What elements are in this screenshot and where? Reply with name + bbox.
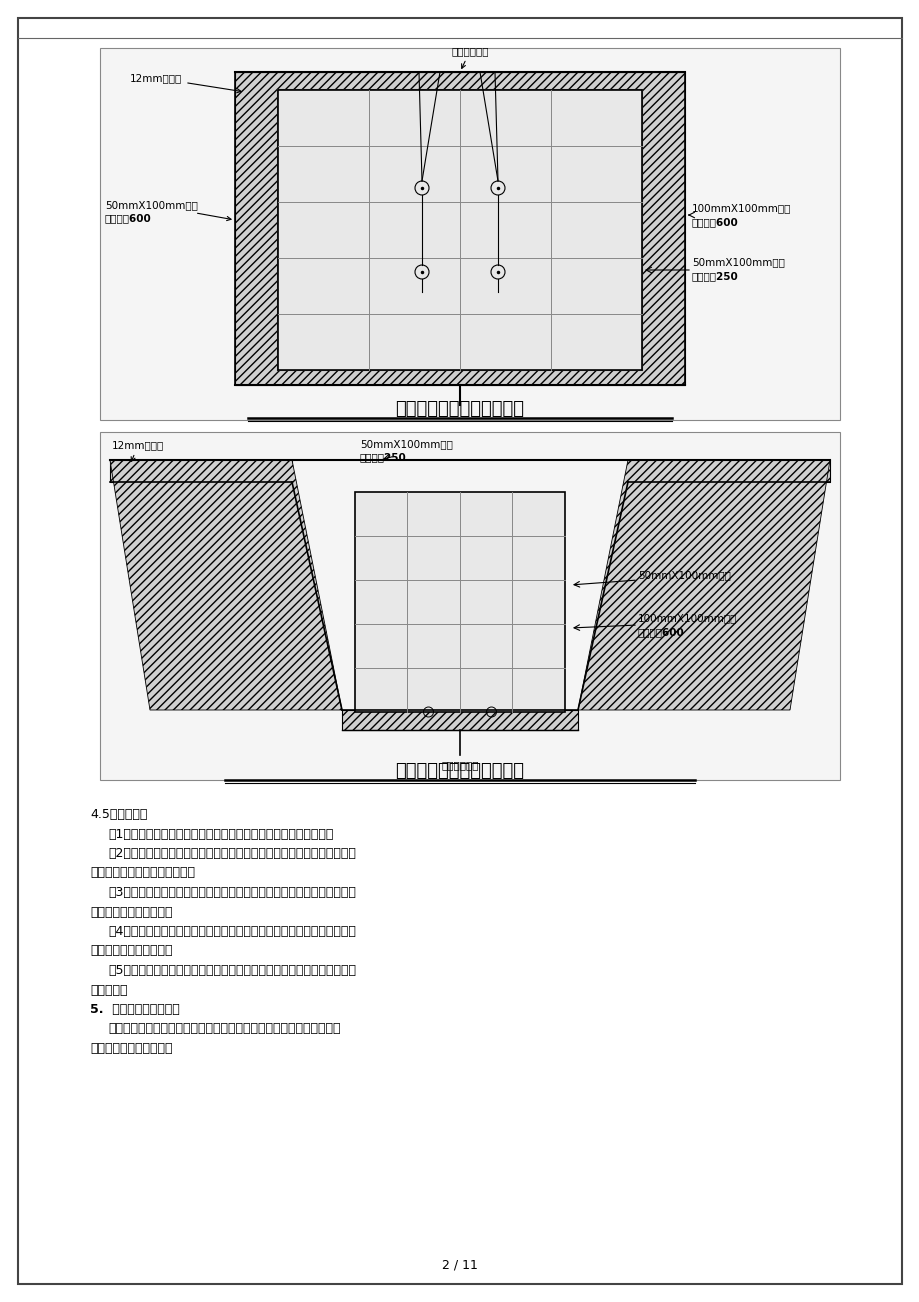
- Text: 2 / 11: 2 / 11: [442, 1259, 477, 1272]
- Bar: [355, 492, 564, 712]
- Text: 浇筑砼透气孔: 浇筑砼透气孔: [450, 46, 488, 69]
- Text: 集水坑、电梯井支模剖面图: 集水坑、电梯井支模剖面图: [395, 762, 524, 780]
- Text: 支撑间距600: 支撑间距600: [637, 628, 684, 637]
- Text: 浇筑砼透气孔: 浇筑砼透气孔: [441, 760, 478, 769]
- Text: 青霉间距250: 青霉间距250: [359, 452, 406, 462]
- Text: （2）先拆除螺栓等附件，再拆除斜拉杆或斜撑、用撬杠轻轻撬动模板，使: （2）先拆除螺栓等附件，再拆除斜拉杆或斜撑、用撬杠轻轻撬动模板，使: [108, 848, 356, 861]
- Text: 50mmX100mm木方: 50mmX100mm木方: [637, 570, 730, 579]
- Text: （3）模板拆除时要有拆模申请，能保证混凝土强度其外表及棱角不因拆除: （3）模板拆除时要有拆模申请，能保证混凝土强度其外表及棱角不因拆除: [108, 885, 356, 898]
- Text: 100mmX100mm木方: 100mmX100mm木方: [691, 203, 790, 214]
- Polygon shape: [577, 460, 829, 710]
- Bar: [110, 460, 291, 482]
- Bar: [342, 710, 577, 730]
- Bar: [628, 460, 829, 482]
- Bar: [278, 90, 641, 370]
- Text: 50mmX100mm木方: 50mmX100mm木方: [359, 439, 452, 449]
- Text: 支撑间距600: 支撑间距600: [691, 217, 738, 227]
- Text: 模板受损坏，方可拆除。: 模板受损坏，方可拆除。: [90, 905, 173, 918]
- Text: 50mmX100mm木方: 50mmX100mm木方: [691, 256, 784, 267]
- Bar: [278, 90, 641, 370]
- Text: 支撑间距600: 支撑间距600: [105, 214, 152, 223]
- Text: 50mmX100mm木方: 50mmX100mm木方: [105, 201, 231, 220]
- Text: 集中收集。: 集中收集。: [90, 983, 128, 996]
- Text: 100mmX100mm木方: 100mmX100mm木方: [637, 613, 736, 622]
- Text: 5.  底板面层高低处吊模: 5. 底板面层高低处吊模: [90, 1003, 179, 1016]
- Text: 12mm竹胶板: 12mm竹胶板: [112, 440, 165, 461]
- Text: 集水坑、电梯井支模平面图: 集水坑、电梯井支模平面图: [395, 400, 524, 418]
- Text: （1）模板应优先考虑整体拆除，便于整体转移重复进行整体安装。: （1）模板应优先考虑整体拆除，便于整体转移重复进行整体安装。: [108, 828, 333, 841]
- Polygon shape: [110, 460, 342, 710]
- Text: 底板面层高低连接处吊模板，采用在高低交接处焊接定位筋，用螺杆固: 底板面层高低连接处吊模板，采用在高低交接处焊接定位筋，用螺杆固: [108, 1022, 340, 1035]
- Bar: [100, 48, 839, 421]
- Text: （4）拆模时，模板严禁随意乱放，要求码放整齐，及时调运到模板堆放区: （4）拆模时，模板严禁随意乱放，要求码放整齐，及时调运到模板堆放区: [108, 924, 356, 937]
- Text: 青霉间距250: 青霉间距250: [691, 271, 738, 281]
- Text: 12mm竹胶板: 12mm竹胶板: [130, 73, 241, 92]
- Text: （5）模板清理时，把板上粘连物清除，并涂刷脱模剂，把拆下的扣件配件: （5）模板清理时，把板上粘连物清除，并涂刷脱模剂，把拆下的扣件配件: [108, 963, 356, 976]
- Bar: [234, 72, 685, 385]
- Bar: [100, 432, 839, 780]
- Text: 模板脱离墙体，即可运走模板。: 模板脱离墙体，即可运走模板。: [90, 867, 195, 879]
- Text: 定。具体做法如以下图：: 定。具体做法如以下图：: [90, 1042, 173, 1055]
- Text: 4.5模板拆除：: 4.5模板拆除：: [90, 809, 147, 822]
- Text: 清理，准备下次的使用。: 清理，准备下次的使用。: [90, 944, 173, 957]
